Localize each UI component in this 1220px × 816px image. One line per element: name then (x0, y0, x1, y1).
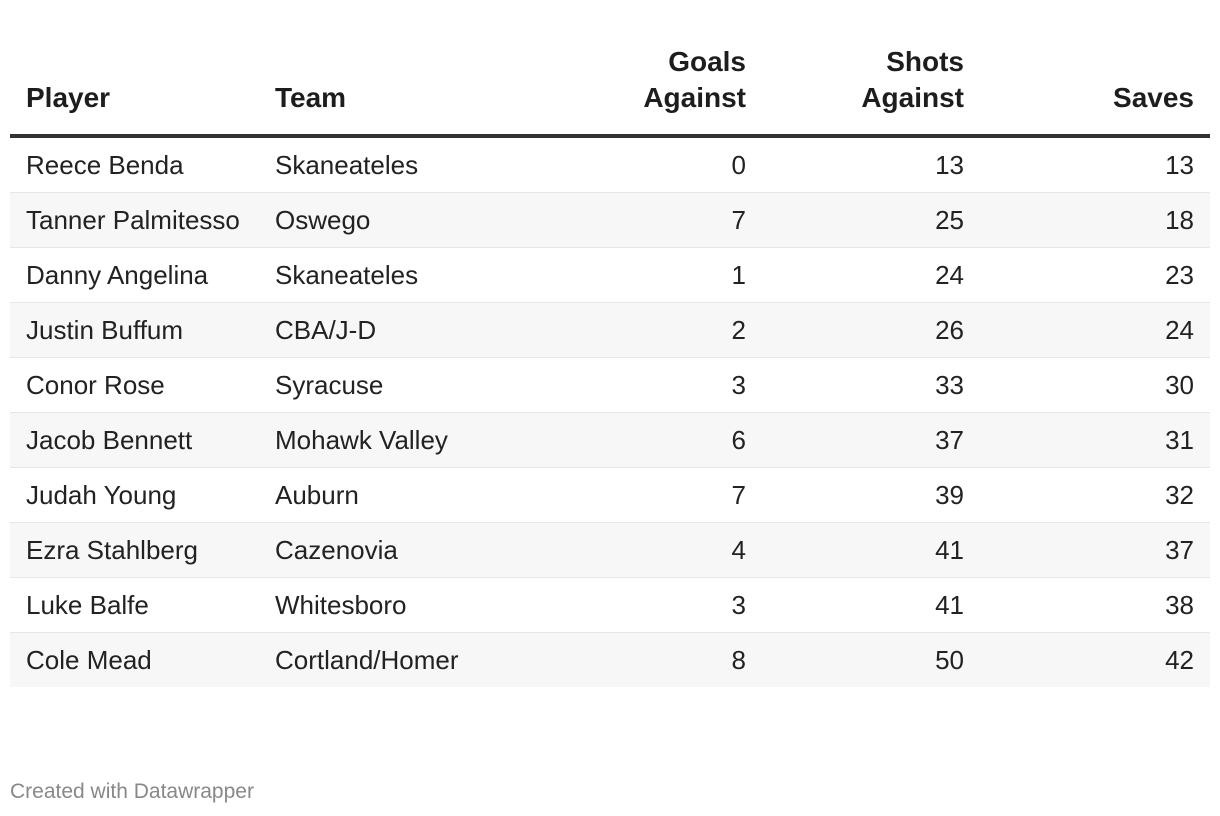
table-row: Justin Buffum CBA/J-D 2 26 24 (10, 302, 1210, 358)
cell-saves: 13 (980, 136, 1210, 193)
cell-team: Oswego (259, 192, 590, 248)
table-row: Reece Benda Skaneateles 0 13 13 (10, 136, 1210, 193)
table-row: Tanner Palmitesso Oswego 7 25 18 (10, 192, 1210, 248)
cell-saves: 31 (980, 412, 1210, 468)
table-row: Cole Mead Cortland/Homer 8 50 42 (10, 632, 1210, 687)
cell-goals-against: 3 (590, 577, 762, 633)
cell-shots-against: 25 (762, 192, 980, 248)
cell-goals-against: 3 (590, 357, 762, 413)
cell-goals-against: 4 (590, 522, 762, 578)
cell-shots-against: 24 (762, 247, 980, 303)
table-body: Reece Benda Skaneateles 0 13 13 Tanner Palmit… (10, 136, 1210, 687)
cell-goals-against: 0 (590, 136, 762, 193)
cell-team: Cortland/Homer (259, 632, 590, 687)
cell-team: Auburn (259, 467, 590, 523)
cell-team: Skaneateles (259, 136, 590, 193)
cell-shots-against: 41 (762, 577, 980, 633)
cell-player: Cole Mead (10, 632, 259, 687)
cell-shots-against: 41 (762, 522, 980, 578)
datawrapper-credit: Created with Datawrapper (10, 780, 254, 803)
cell-shots-against: 37 (762, 412, 980, 468)
cell-player: Justin Buffum (10, 302, 259, 358)
cell-shots-against: 50 (762, 632, 980, 687)
cell-team: Whitesboro (259, 577, 590, 633)
cell-shots-against: 33 (762, 357, 980, 413)
table-row: Judah Young Auburn 7 39 32 (10, 467, 1210, 523)
cell-goals-against: 2 (590, 302, 762, 358)
table-row: Jacob Bennett Mohawk Valley 6 37 31 (10, 412, 1210, 468)
header-goals-against[interactable]: Goals Against (590, 0, 762, 138)
goalie-stats-table-container: Player Team Goals Against Shots Against … (10, 0, 1210, 687)
header-shots-against[interactable]: Shots Against (762, 0, 980, 138)
cell-team: Cazenovia (259, 522, 590, 578)
cell-player: Judah Young (10, 467, 259, 523)
cell-saves: 37 (980, 522, 1210, 578)
cell-goals-against: 7 (590, 192, 762, 248)
cell-player: Reece Benda (10, 136, 259, 193)
table-row: Luke Balfe Whitesboro 3 41 38 (10, 577, 1210, 633)
table-header: Player Team Goals Against Shots Against … (10, 0, 1210, 138)
cell-team: Syracuse (259, 357, 590, 413)
cell-shots-against: 13 (762, 136, 980, 193)
cell-player: Danny Angelina (10, 247, 259, 303)
header-saves[interactable]: Saves (980, 0, 1210, 138)
cell-saves: 23 (980, 247, 1210, 303)
cell-shots-against: 26 (762, 302, 980, 358)
cell-team: Mohawk Valley (259, 412, 590, 468)
cell-goals-against: 7 (590, 467, 762, 523)
cell-goals-against: 8 (590, 632, 762, 687)
cell-team: Skaneateles (259, 247, 590, 303)
table-row: Conor Rose Syracuse 3 33 30 (10, 357, 1210, 413)
table-row: Ezra Stahlberg Cazenovia 4 41 37 (10, 522, 1210, 578)
cell-saves: 32 (980, 467, 1210, 523)
cell-goals-against: 6 (590, 412, 762, 468)
goalie-stats-table: Player Team Goals Against Shots Against … (10, 0, 1210, 687)
cell-player: Luke Balfe (10, 577, 259, 633)
cell-saves: 30 (980, 357, 1210, 413)
header-shots-against-label: Shots Against (861, 46, 964, 113)
cell-player: Conor Rose (10, 357, 259, 413)
header-goals-against-label: Goals Against (643, 46, 746, 113)
table-row: Danny Angelina Skaneateles 1 24 23 (10, 247, 1210, 303)
cell-goals-against: 1 (590, 247, 762, 303)
header-player[interactable]: Player (10, 0, 259, 138)
cell-player: Tanner Palmitesso (10, 192, 259, 248)
cell-saves: 42 (980, 632, 1210, 687)
cell-saves: 18 (980, 192, 1210, 248)
header-row: Player Team Goals Against Shots Against … (10, 0, 1210, 138)
cell-shots-against: 39 (762, 467, 980, 523)
cell-player: Ezra Stahlberg (10, 522, 259, 578)
cell-team: CBA/J-D (259, 302, 590, 358)
cell-player: Jacob Bennett (10, 412, 259, 468)
cell-saves: 24 (980, 302, 1210, 358)
cell-saves: 38 (980, 577, 1210, 633)
header-team[interactable]: Team (259, 0, 590, 138)
